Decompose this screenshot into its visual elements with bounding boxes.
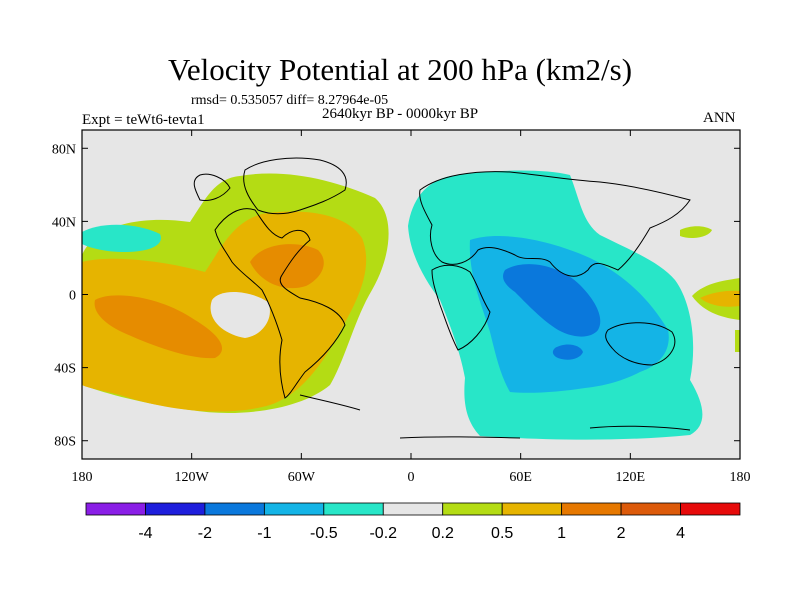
- colorbar-label: 4: [676, 525, 685, 542]
- chart-title: Velocity Potential at 200 hPa (km2/s): [167, 52, 633, 87]
- contour-pos-1b: [94, 295, 223, 359]
- colorbar-swatch: [263, 502, 325, 516]
- colorbar: -4 -2 -1 -0.5 -0.2 0.2 0.5 1 2 4: [85, 502, 741, 542]
- colorbar-swatch: [442, 502, 503, 516]
- contour-neg-1b: [552, 344, 583, 360]
- colorbar-label: 0.5: [491, 525, 513, 542]
- colorbar-swatch: [204, 502, 265, 516]
- colorbar-label: -1: [257, 525, 271, 542]
- y-tick-label: 40S: [54, 362, 76, 377]
- colorbar-label: -0.2: [369, 525, 397, 542]
- stats-label: rmsd= 0.535057 diff= 8.27964e-05: [191, 93, 389, 108]
- contour-pos-east-4: [735, 330, 740, 352]
- colorbar-label: 1: [557, 525, 566, 542]
- x-tick-label: 0: [408, 470, 415, 485]
- coastlines: [193, 157, 691, 439]
- colorbar-swatch: [145, 502, 206, 516]
- colorbar-label: -4: [138, 525, 152, 542]
- y-tick-label: 40N: [52, 215, 76, 230]
- contour-neg-1: [503, 264, 601, 337]
- contour-pos-east-2: [700, 290, 740, 307]
- contour-pos-east-3: [680, 226, 712, 238]
- colorbar-label: 2: [617, 525, 626, 542]
- map-area: [82, 130, 740, 459]
- contour-pos-1: [250, 244, 324, 289]
- x-tick-label: 180: [72, 470, 93, 485]
- period-label: 2640kyr BP - 0000kyr BP: [322, 106, 479, 122]
- x-tick-label: 60E: [509, 470, 532, 485]
- colorbar-label: 0.2: [432, 525, 454, 542]
- colorbar-swatch: [323, 502, 384, 516]
- map-axes: 180 120W 60W 0 60E 120E 180 80N 40N 0 40S 80S: [52, 130, 751, 485]
- colorbar-swatch: [382, 502, 444, 516]
- contour-neg-west: [82, 224, 161, 252]
- y-tick-label: 0: [69, 289, 76, 304]
- x-tick-label: 180: [730, 470, 751, 485]
- x-tick-label: 120E: [616, 470, 646, 485]
- x-tick-label: 120W: [175, 470, 210, 485]
- colorbar-label: -0.5: [310, 525, 338, 542]
- y-tick-label: 80N: [52, 142, 76, 157]
- contour-gray-interior: [210, 291, 270, 338]
- x-tick-label: 60W: [288, 470, 316, 485]
- colorbar-swatch: [501, 502, 563, 516]
- y-tick-label: 80S: [54, 435, 76, 450]
- colorbar-swatch: [680, 502, 741, 516]
- colorbar-label: -2: [198, 525, 212, 542]
- colorbar-swatch: [561, 502, 622, 516]
- colorbar-swatch: [85, 502, 146, 516]
- season-label: ANN: [703, 110, 736, 126]
- experiment-label: Expt = teWt6-tevta1: [82, 112, 205, 128]
- colorbar-swatch: [620, 502, 681, 516]
